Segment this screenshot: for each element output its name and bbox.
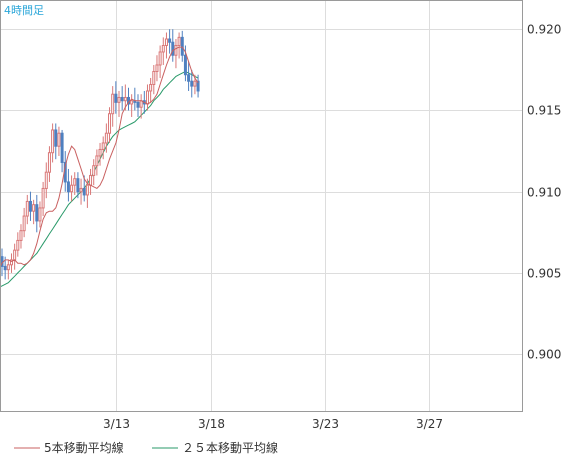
chart-title: 4時間足 — [4, 4, 44, 17]
candle-body-down — [3, 265, 7, 271]
candle-body-up — [130, 100, 134, 105]
candle-body-up — [6, 264, 10, 271]
candle-body-down — [180, 36, 184, 56]
y-axis: 0.900 0.905 0.910 0.915 0.920 — [527, 23, 561, 362]
candle-body-up — [145, 90, 149, 105]
candle-body-down — [66, 181, 70, 193]
candle-body-up — [98, 148, 102, 157]
candle-body-down — [168, 38, 172, 43]
candle-body-up — [47, 152, 51, 173]
candle-body-up — [161, 44, 165, 53]
candle-body-up — [139, 100, 143, 108]
candle-body-up — [32, 204, 36, 212]
candle-body-up — [38, 207, 42, 222]
x-axis: 3/13 3/18 3/23 3/27 — [103, 417, 443, 431]
candle-body-up — [111, 93, 115, 115]
candle-body-up — [177, 36, 181, 46]
candle-body-up — [123, 96, 127, 102]
candle-body-down — [190, 80, 194, 87]
candle-body-up — [85, 184, 89, 196]
y-tick-label: 0.910 — [527, 186, 561, 200]
candle-body-down — [187, 74, 191, 82]
candle-body-up — [155, 64, 159, 72]
candle-body-up — [73, 178, 77, 186]
candle-body-up — [104, 132, 108, 144]
candle-body-down — [183, 54, 187, 76]
candle-body-down — [136, 101, 140, 108]
candle-body-up — [101, 142, 105, 150]
candle-body-up — [92, 165, 96, 176]
legend-label-ma5: 5本移動平均線 — [44, 440, 124, 455]
candle-body-up — [164, 38, 168, 46]
candle-body-down — [196, 80, 200, 92]
candle-body-up — [158, 51, 162, 66]
candle-body-up — [174, 44, 178, 56]
legend-label-ma25: ２５本移動平均線 — [182, 440, 278, 455]
candle-body-up — [19, 230, 23, 241]
candle-body-up — [152, 70, 156, 85]
x-tick-label: 3/27 — [416, 417, 443, 431]
y-tick-label: 0.920 — [527, 23, 561, 37]
candle-body-down — [120, 96, 124, 102]
candle-body-down — [28, 200, 32, 212]
candle-body-up — [193, 80, 197, 87]
candle-body-up — [51, 129, 55, 154]
x-tick-label: 3/23 — [312, 417, 339, 431]
candle-body-up — [16, 239, 20, 251]
legend: 5本移動平均線 ２５本移動平均線 — [14, 440, 278, 455]
x-tick-label: 3/13 — [103, 417, 130, 431]
candle-body-up — [22, 215, 26, 232]
candle-body-up — [149, 83, 153, 92]
candle-body-up — [9, 259, 13, 266]
y-tick-label: 0.905 — [527, 267, 561, 281]
candle-body-up — [117, 96, 121, 103]
candle-body-up — [13, 249, 17, 261]
ma5-line — [0, 46, 199, 269]
candle-body-down — [171, 41, 175, 56]
candle-body-down — [60, 132, 64, 163]
candle-body-up — [70, 184, 74, 193]
candle-body-up — [79, 187, 83, 193]
candle-body-up — [57, 132, 61, 147]
candle-body-down — [114, 93, 118, 103]
candle-body-down — [76, 178, 80, 193]
candle-body-up — [108, 113, 112, 134]
candle-body-up — [89, 174, 93, 186]
ma5-layer — [0, 46, 199, 269]
candle-body-up — [41, 187, 45, 209]
x-tick-label: 3/18 — [198, 417, 225, 431]
candle-body-down — [82, 187, 86, 196]
candle-body-up — [25, 200, 29, 217]
candle-body-down — [35, 204, 39, 222]
candle-body-up — [44, 171, 48, 189]
plot-border — [0, 0, 523, 412]
y-tick-label: 0.915 — [527, 104, 561, 118]
candle-body-down — [54, 129, 58, 147]
y-tick-label: 0.900 — [527, 348, 561, 362]
candle-body-up — [95, 155, 99, 167]
